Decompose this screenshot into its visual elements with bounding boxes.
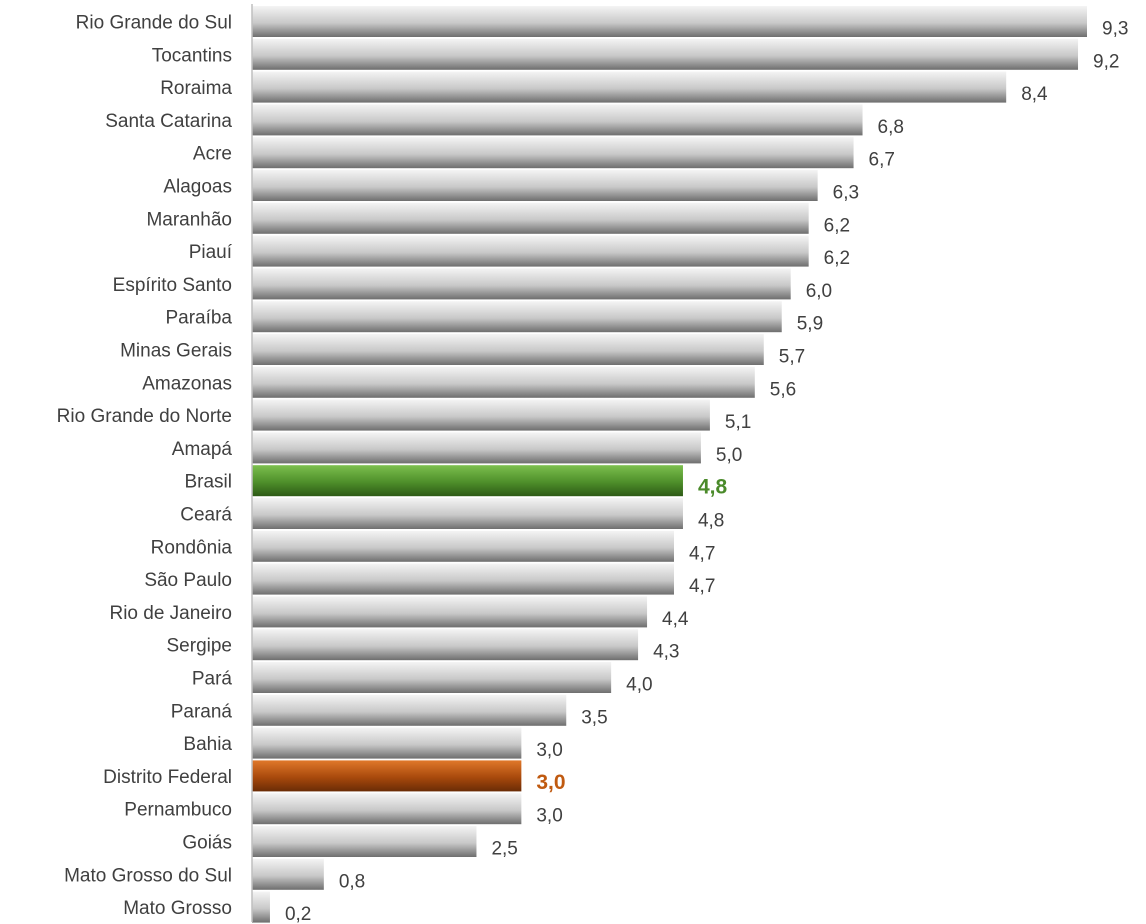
- value-label-pernambuco: 3,0: [536, 806, 562, 827]
- bar-rio-grande-do-sul: [252, 6, 1087, 37]
- value-label-amapa: 5,0: [716, 445, 742, 466]
- value-label-mato-grosso: 0,2: [285, 904, 311, 924]
- bar-ceara: [252, 498, 683, 529]
- category-label-santa-catarina: Santa Catarina: [105, 111, 232, 132]
- bar-santa-catarina: [252, 104, 863, 136]
- bar-minas-gerais: [252, 334, 764, 365]
- category-label-rio-grande-do-norte: Rio Grande do Norte: [57, 406, 232, 427]
- value-label-acre: 6,7: [869, 150, 895, 171]
- value-label-maranhao: 6,2: [824, 215, 850, 236]
- value-label-brasil: 4,8: [698, 476, 728, 499]
- value-label-parana: 3,5: [581, 707, 607, 728]
- value-label-distrito-federal: 3,0: [536, 771, 565, 794]
- value-label-sergipe: 4,3: [653, 642, 679, 663]
- bar-rio-grande-do-norte: [252, 399, 710, 431]
- bar-mato-grosso: [252, 891, 270, 923]
- value-label-alagoas: 6,3: [833, 183, 859, 204]
- value-label-ceara: 4,8: [698, 511, 724, 532]
- value-label-goias: 2,5: [491, 839, 517, 860]
- bar-bahia: [252, 727, 522, 759]
- value-label-para: 4,0: [626, 675, 652, 696]
- category-label-piaui: Piauí: [189, 242, 233, 263]
- bar-alagoas: [252, 170, 818, 201]
- category-label-mato-grosso: Mato Grosso: [123, 898, 232, 919]
- category-label-paraiba: Paraíba: [165, 308, 232, 329]
- value-label-tocantins: 9,2: [1093, 51, 1119, 72]
- category-label-pernambuco: Pernambuco: [124, 800, 232, 821]
- value-label-sao-paulo: 4,7: [689, 576, 715, 597]
- category-label-minas-gerais: Minas Gerais: [120, 341, 232, 362]
- bar-roraima: [252, 71, 1007, 103]
- bars-group: Rio Grande do Sul 9,3 Tocantins 9,2 Roraima 8…: [57, 6, 1128, 924]
- category-label-mato-grosso-do-sul: Mato Grosso do Sul: [64, 865, 232, 886]
- category-label-sergipe: Sergipe: [167, 636, 233, 657]
- bar-acre: [252, 137, 854, 169]
- category-label-ceara: Ceará: [180, 505, 232, 526]
- category-label-tocantins: Tocantins: [152, 45, 232, 66]
- bar-espirito-santo: [252, 268, 791, 300]
- bar-pernambuco: [252, 793, 522, 825]
- bar-amapa: [252, 432, 701, 464]
- value-label-rio-de-janeiro: 4,4: [662, 609, 689, 630]
- bar-distrito-federal: [252, 760, 522, 792]
- bar-rio-de-janeiro: [252, 596, 648, 628]
- value-label-paraiba: 5,9: [797, 314, 823, 335]
- value-label-rondonia: 4,7: [689, 543, 715, 564]
- category-label-rio-de-janeiro: Rio de Janeiro: [109, 603, 232, 624]
- category-label-parana: Paraná: [171, 701, 233, 722]
- bar-goias: [252, 826, 477, 857]
- category-label-goias: Goiás: [182, 833, 232, 854]
- bar-amazonas: [252, 366, 755, 398]
- value-label-rio-grande-do-norte: 5,1: [725, 412, 751, 433]
- bar-mato-grosso-do-sul: [252, 858, 324, 890]
- category-label-rondonia: Rondônia: [151, 537, 233, 558]
- value-label-santa-catarina: 6,8: [878, 117, 904, 138]
- value-label-amazonas: 5,6: [770, 379, 796, 400]
- category-label-amazonas: Amazonas: [142, 373, 232, 394]
- value-label-rio-grande-do-sul: 9,3: [1102, 19, 1128, 40]
- value-label-mato-grosso-do-sul: 0,8: [339, 871, 365, 892]
- category-label-sao-paulo: São Paulo: [144, 570, 232, 591]
- category-label-espirito-santo: Espírito Santo: [113, 275, 232, 296]
- category-label-bahia: Bahia: [183, 734, 232, 755]
- value-label-piaui: 6,2: [824, 248, 850, 269]
- bar-tocantins: [252, 38, 1079, 70]
- bar-brasil: [252, 465, 683, 497]
- bar-piaui: [252, 235, 809, 267]
- category-label-rio-grande-do-sul: Rio Grande do Sul: [76, 13, 232, 34]
- value-label-bahia: 3,0: [536, 740, 562, 761]
- category-label-para: Pará: [192, 669, 233, 690]
- value-label-espirito-santo: 6,0: [806, 281, 832, 302]
- category-label-alagoas: Alagoas: [163, 177, 232, 198]
- category-label-distrito-federal: Distrito Federal: [103, 767, 232, 788]
- value-label-roraima: 8,4: [1021, 84, 1048, 105]
- bar-parana: [252, 694, 567, 726]
- bar-sao-paulo: [252, 563, 674, 595]
- bar-maranhao: [252, 202, 809, 234]
- category-label-acre: Acre: [193, 144, 232, 165]
- bar-paraiba: [252, 301, 782, 333]
- category-label-roraima: Roraima: [160, 78, 232, 99]
- value-label-minas-gerais: 5,7: [779, 347, 805, 368]
- category-label-maranhao: Maranhão: [146, 209, 232, 230]
- bar-sergipe: [252, 629, 639, 661]
- bar-para: [252, 662, 612, 693]
- category-label-brasil: Brasil: [184, 472, 232, 493]
- bar-rondonia: [252, 530, 674, 562]
- category-label-amapa: Amapá: [172, 439, 233, 460]
